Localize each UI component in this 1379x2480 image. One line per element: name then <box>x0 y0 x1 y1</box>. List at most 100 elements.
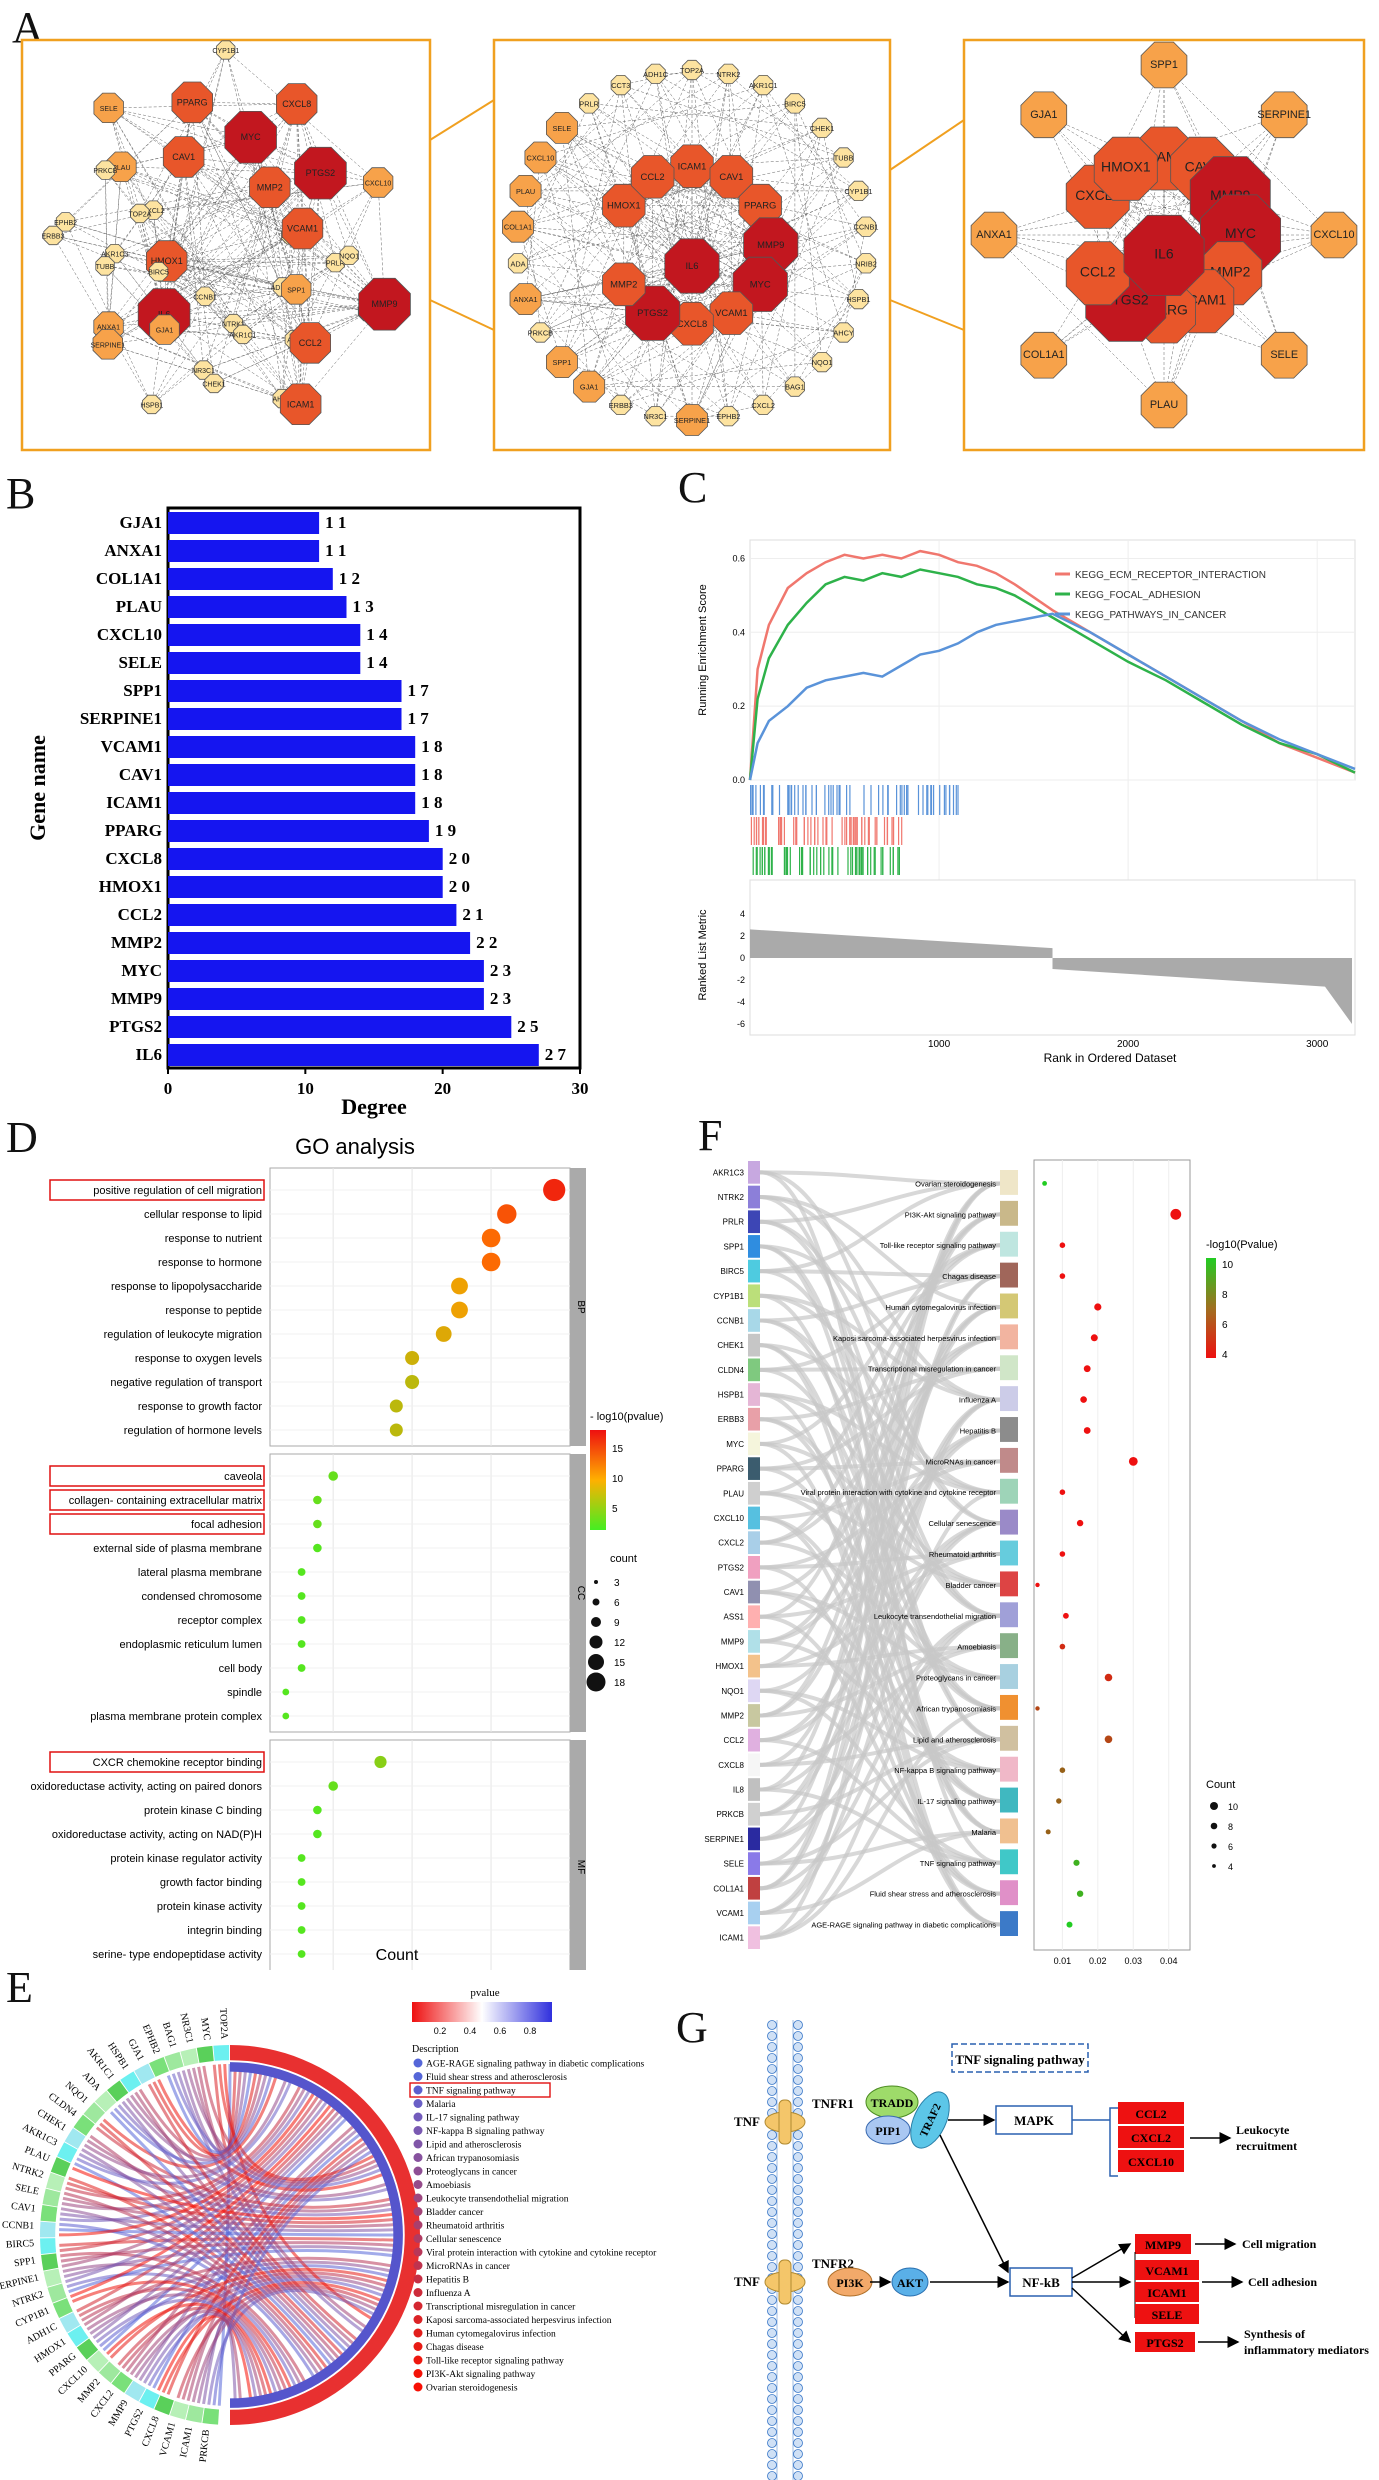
network-node-chek1: CHEK1 <box>810 117 834 139</box>
connector-line <box>429 299 495 331</box>
bar-value-label: 2 2 <box>476 933 497 952</box>
svg-text:MMP9: MMP9 <box>757 240 784 251</box>
network-edge <box>163 172 321 315</box>
network-node-cxcl10: CXCL10 <box>524 141 557 174</box>
size-legend-dot <box>1211 1843 1217 1849</box>
output-label-2: recruitment <box>1236 2139 1297 2153</box>
svg-text:AKR1C1: AKR1C1 <box>229 332 256 339</box>
network-edge <box>105 170 109 327</box>
network-edge <box>731 312 844 333</box>
description-dot <box>413 2369 423 2378</box>
membrane-bead <box>793 2471 803 2480</box>
go-facet-cc <box>269 1453 571 1733</box>
network-node-cct3: CCT3 <box>610 75 631 96</box>
sankey-pathway-node <box>1000 1355 1018 1381</box>
svg-text:SPP1: SPP1 <box>553 358 572 367</box>
svg-text:PLAU: PLAU <box>516 187 535 196</box>
sankey-gene-label: IL8 <box>733 1786 745 1795</box>
bar-value-label: 1 9 <box>435 821 456 840</box>
svg-text:CCNB1: CCNB1 <box>854 223 879 232</box>
bar-value-label: 1 4 <box>366 653 388 672</box>
network-edge <box>1163 64 1335 236</box>
bar-serpine1 <box>168 708 402 730</box>
network-edge <box>121 166 303 229</box>
svg-text:CXCL2: CXCL2 <box>751 401 775 410</box>
legend-label: KEGG_PATHWAYS_IN_CANCER <box>1075 610 1226 621</box>
chord-gene-arc <box>52 2298 73 2319</box>
chord-ribbon <box>171 2073 388 2189</box>
svg-text:SELE: SELE <box>1270 349 1298 361</box>
network-edge <box>794 103 867 264</box>
network-edge <box>213 303 385 384</box>
network-edge <box>164 172 321 330</box>
network-node-tubb: TUBB <box>833 147 854 168</box>
gene-ratio-dot <box>1059 1767 1066 1773</box>
network-edge <box>108 107 321 174</box>
membrane-bead <box>767 2174 777 2184</box>
network-edge <box>108 234 291 327</box>
network-edge <box>691 69 729 417</box>
sankey-gene-node <box>748 1679 760 1703</box>
svg-text:CXCL2: CXCL2 <box>142 208 165 215</box>
chord-ribbon <box>62 2263 305 2391</box>
size-legend-dot <box>586 1672 606 1692</box>
svg-text:VCAM1: VCAM1 <box>715 308 748 319</box>
svg-text:TOP2A: TOP2A <box>128 211 151 218</box>
membrane-bead <box>793 2020 803 2030</box>
network-node-spp1: SPP1 <box>280 274 312 305</box>
network-edge <box>759 205 764 405</box>
network-edge <box>588 103 764 406</box>
chord-gene-arc <box>47 2283 67 2303</box>
network-node-prkcb: PRKCB <box>528 322 553 343</box>
membrane-bead <box>793 2339 803 2349</box>
bar-cav1 <box>168 764 416 786</box>
svg-text:PTGS2: PTGS2 <box>637 308 668 319</box>
network-edge <box>993 234 1165 406</box>
go-dot <box>435 1326 452 1342</box>
size-legend-tick: 6 <box>614 1598 620 1609</box>
sankey-pathway-label: PI3K-Akt signaling pathway <box>905 1210 997 1219</box>
svg-text:PTGS2: PTGS2 <box>306 168 336 178</box>
sankey-gene-label: PRKCB <box>716 1810 744 1819</box>
receptor-stalk <box>778 2259 792 2305</box>
network-node-ntrk2: NTRK2 <box>716 63 740 84</box>
y-tick-label: 0.4 <box>732 627 745 637</box>
chord-plot: PRKCBICAM1VCAM1CXCL8PTGS2MMP9CXCL2MMP2CX… <box>0 1987 657 2463</box>
sankey-pathway-node <box>1000 1880 1018 1906</box>
sankey-gene-node <box>748 1778 760 1801</box>
membrane-bead <box>767 2372 777 2382</box>
chord-ribbon <box>207 2288 381 2405</box>
description-dot <box>413 2288 423 2297</box>
network-edge <box>151 289 297 405</box>
pathway-arrow <box>1071 2243 1132 2279</box>
gene-ratio-dot <box>1170 1208 1182 1220</box>
svg-text:ERBB3: ERBB3 <box>609 401 633 410</box>
gene-box-mmp9 <box>1135 2234 1191 2254</box>
color-legend-title: - log10(pvalue) <box>590 1411 663 1423</box>
size-legend-tick: 12 <box>614 1638 626 1649</box>
network-node-tubb: TUBB <box>95 256 115 276</box>
chord-ribbon <box>113 2068 274 2165</box>
svg-text:PRKCB: PRKCB <box>528 329 553 338</box>
sankey-pathway-label: MicroRNAs in cancer <box>926 1457 997 1466</box>
network-node-col1a1: COL1A1 <box>1020 331 1068 379</box>
membrane-bead <box>793 2075 803 2085</box>
network-edge <box>310 303 385 344</box>
chord-ribbon <box>109 2111 352 2357</box>
bar-value-label: 2 0 <box>449 877 470 896</box>
sankey-pathway-node <box>1000 1293 1018 1319</box>
network-edge <box>164 49 227 330</box>
sankey-gene-node <box>748 1852 760 1875</box>
chord-ribbon <box>78 2287 290 2397</box>
network-edge <box>652 103 796 178</box>
network-node-plau: PLAU <box>509 174 542 207</box>
network-edge <box>121 166 321 174</box>
sankey-gene-label: ERBB3 <box>718 1415 745 1424</box>
go-term-label: lateral plasma membrane <box>138 1567 262 1579</box>
description-title: Description <box>412 2044 459 2055</box>
description-dot <box>413 2234 423 2243</box>
svg-text:AHCY: AHCY <box>833 329 854 338</box>
sankey-pathway-node <box>1000 1324 1018 1350</box>
chord-gene-arc <box>180 2048 199 2067</box>
color-legend-tick: 10 <box>612 1474 624 1485</box>
